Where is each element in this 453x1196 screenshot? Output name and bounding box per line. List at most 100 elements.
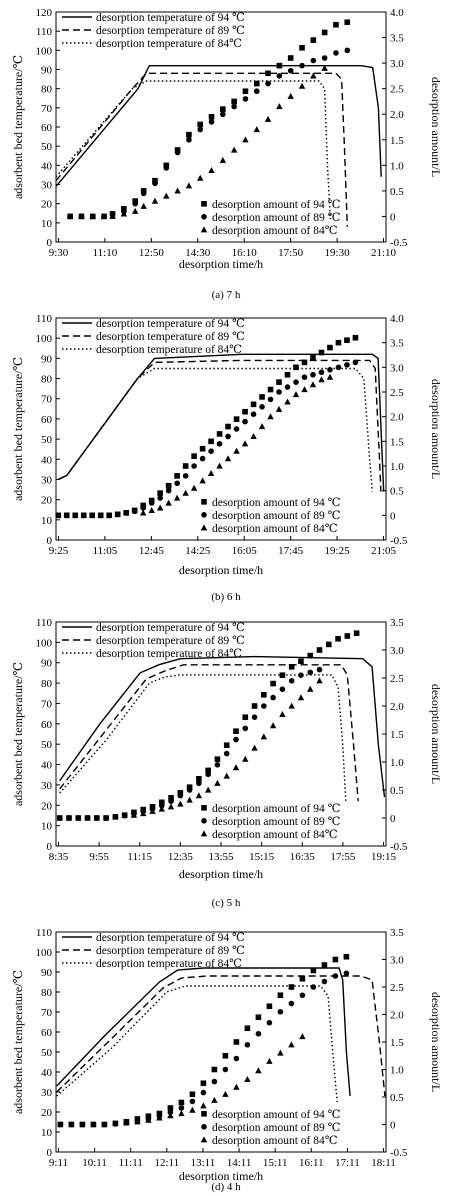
circle-point xyxy=(279,686,286,692)
temp-line-2 xyxy=(59,664,359,802)
square-point xyxy=(205,767,211,774)
y2-tick-label: -0.5 xyxy=(390,535,408,547)
y-tick-label: 20 xyxy=(41,1107,53,1119)
circle-point xyxy=(178,1105,185,1111)
y2-tick-label: 0 xyxy=(390,211,396,223)
legend-circle xyxy=(201,1124,207,1130)
square-point xyxy=(233,728,239,734)
circle-point xyxy=(220,111,226,118)
circle-point xyxy=(310,57,317,64)
circle-point xyxy=(196,780,202,787)
triangle-point xyxy=(253,126,260,133)
triangle-point xyxy=(156,504,164,511)
square-point xyxy=(307,652,314,659)
chart-panel-2: 0 10 20 30 40 50 60 70 80 90 100 110 -0.5 0 0.5 1.0 1.5 2… xyxy=(11,313,443,603)
y-tick-label: 100 xyxy=(36,947,53,959)
plot-frame xyxy=(55,317,387,541)
square-point xyxy=(327,344,333,351)
triangle-point xyxy=(182,489,189,496)
y-tick-label: 50 xyxy=(41,1047,53,1059)
x-tick-label: 21:05 xyxy=(371,545,397,557)
x-tick-label: 15:11 xyxy=(263,1157,288,1169)
triangle-point xyxy=(223,772,230,779)
y-tick-label: 0 xyxy=(47,535,53,547)
legend-circle xyxy=(201,214,207,220)
circle-point xyxy=(318,369,325,376)
triangle-point xyxy=(151,197,159,204)
triangle-point xyxy=(130,811,138,818)
legend-triangle xyxy=(200,1136,208,1143)
triangle-point xyxy=(100,213,108,220)
circle-point xyxy=(233,426,240,432)
square-point xyxy=(276,379,282,385)
chart-panel-1: 0 10 20 30 40 50 60 70 80 90 100 110 120 -0.5 0 0.5 1.0 1… xyxy=(11,7,443,301)
square-point xyxy=(353,630,360,636)
triangle-point xyxy=(230,146,238,153)
square-point xyxy=(310,967,317,974)
temp-line-2 xyxy=(57,359,382,492)
x-tick-label: 9:30 xyxy=(49,247,69,259)
triangle-point xyxy=(123,1119,130,1126)
y2-tick-label: 4.0 xyxy=(390,7,404,19)
square-point xyxy=(244,1025,251,1032)
circle-point xyxy=(310,984,317,990)
y2-tick-label: 1.5 xyxy=(390,1037,404,1049)
circle-point xyxy=(255,1030,262,1037)
y-tick-label: 10 xyxy=(41,821,53,833)
square-point xyxy=(233,416,240,422)
legend-label: desorption amount of 84℃ xyxy=(212,523,338,535)
y-tick-label: 30 xyxy=(41,1087,53,1099)
x-tick-label: 12:45 xyxy=(139,545,165,557)
triangle-point xyxy=(158,805,165,812)
x-tick-label: 13:11 xyxy=(191,1157,216,1169)
x-tick-label: 16:10 xyxy=(232,247,258,259)
square-point xyxy=(220,106,226,112)
y-tick-label: 70 xyxy=(41,394,53,406)
square-point xyxy=(182,463,189,469)
square-point xyxy=(167,1105,174,1111)
y-tick-label: 40 xyxy=(41,454,53,466)
y2-tick-label: 2.5 xyxy=(390,387,404,399)
temp-line-1 xyxy=(56,967,351,1097)
legend-temperature: desorption temperature of 94 ℃desorption… xyxy=(62,318,245,356)
square-point xyxy=(216,431,223,437)
circle-point xyxy=(316,666,323,673)
square-point xyxy=(301,359,308,366)
chart-panel-4: 0 10 20 30 40 50 60 70 80 90 100 110 -0.5 0 0.5 1.0 1.5 2… xyxy=(11,927,443,1193)
y2-axis-label: desorption amount/L xyxy=(429,992,443,1092)
y2-tick-label: 0 xyxy=(390,510,396,522)
circle-point xyxy=(344,362,350,368)
y-tick-label: 90 xyxy=(41,967,53,979)
panel-caption: (a) 7 h xyxy=(212,289,241,301)
triangle-point xyxy=(269,722,277,729)
x-tick-label: 11:10 xyxy=(93,247,118,259)
y2-tick-label: 3.0 xyxy=(390,362,404,374)
circle-point xyxy=(140,190,147,197)
triangle-point xyxy=(134,1118,141,1125)
triangle-point xyxy=(288,702,295,709)
circle-point xyxy=(55,512,62,519)
y-tick-label: 0 xyxy=(47,1147,53,1159)
circle-point xyxy=(182,473,189,479)
circle-point xyxy=(121,812,128,819)
triangle-point xyxy=(222,1090,229,1097)
square-point xyxy=(276,62,283,69)
y2-tick-label: 3.0 xyxy=(390,645,404,657)
square-point xyxy=(325,641,332,648)
triangle-point xyxy=(140,810,147,817)
y2-tick-label: 2.0 xyxy=(390,109,404,121)
panel-caption: (b) 6 h xyxy=(211,591,241,603)
x-tick-label: 19:25 xyxy=(325,545,351,557)
triangle-point xyxy=(318,376,325,383)
x-tick-label: 18:11 xyxy=(371,1157,396,1169)
legend-label: desorption temperature of 84℃ xyxy=(96,38,242,50)
circle-point xyxy=(79,1121,86,1128)
circle-point xyxy=(205,771,211,778)
circle-point xyxy=(270,694,276,701)
square-point xyxy=(344,19,351,26)
y2-tick-label: 3.5 xyxy=(390,33,404,45)
legend-temperature: desorption temperature of 94 ℃desorption… xyxy=(62,932,245,970)
square-point xyxy=(298,658,304,664)
circle-point xyxy=(284,384,291,390)
